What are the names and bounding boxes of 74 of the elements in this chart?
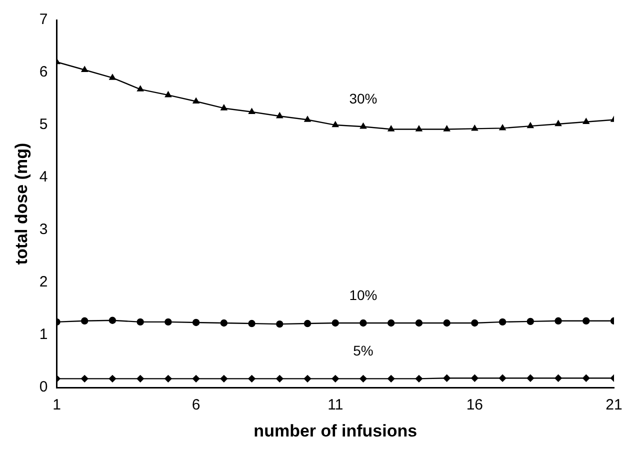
point	[471, 319, 478, 327]
point	[192, 98, 200, 104]
point	[136, 318, 144, 326]
x-tick-label: 16	[466, 396, 484, 414]
y-tick-label: 5	[39, 116, 48, 134]
point	[499, 124, 506, 130]
point	[276, 375, 284, 382]
x-tick-label: 1	[52, 396, 61, 414]
point	[498, 374, 506, 382]
point	[471, 374, 478, 382]
point	[332, 375, 339, 382]
point	[443, 374, 450, 382]
point	[387, 319, 395, 327]
point	[388, 126, 394, 132]
point	[109, 74, 116, 80]
point	[81, 66, 88, 72]
point	[276, 320, 284, 328]
point	[444, 126, 450, 132]
point	[360, 375, 367, 382]
point	[248, 108, 255, 114]
series-label: 5%	[353, 342, 374, 359]
x-tick-label: 21	[606, 396, 622, 414]
point	[276, 112, 283, 118]
point	[192, 318, 200, 326]
y-tick-label: 2	[39, 274, 48, 291]
y-tick-label: 4	[39, 168, 48, 186]
point	[416, 126, 422, 132]
x-tick-label: 6	[192, 396, 200, 414]
point	[108, 316, 116, 324]
point	[415, 319, 423, 327]
point	[554, 374, 562, 382]
point	[220, 375, 228, 382]
point	[582, 118, 590, 124]
point	[192, 375, 200, 382]
point	[248, 375, 256, 382]
point	[527, 122, 534, 128]
point	[471, 125, 478, 131]
series-label: 10%	[349, 286, 378, 303]
point	[220, 104, 228, 110]
point	[81, 375, 88, 382]
point	[304, 116, 311, 122]
point	[555, 120, 562, 126]
point	[526, 318, 534, 326]
point	[108, 375, 116, 382]
y-axis-title: total dose (mg)	[12, 142, 31, 265]
point	[81, 317, 88, 325]
point	[498, 318, 506, 326]
x-tick-label: 11	[328, 396, 344, 414]
point	[164, 375, 172, 382]
point	[582, 374, 590, 382]
point	[415, 375, 423, 382]
point	[387, 375, 395, 382]
point	[526, 374, 534, 382]
point	[137, 86, 144, 92]
point	[332, 319, 339, 327]
y-tick-label: 6	[39, 64, 48, 81]
point	[332, 121, 339, 128]
point	[582, 317, 590, 325]
point	[164, 318, 172, 326]
point	[164, 91, 172, 98]
point	[304, 375, 312, 382]
point	[443, 319, 450, 327]
point	[304, 320, 312, 328]
y-tick-label: 0	[39, 378, 48, 396]
point	[248, 320, 256, 328]
y-tick-label: 1	[39, 326, 48, 344]
point	[554, 317, 562, 325]
point	[360, 319, 367, 327]
x-axis-title: number of infusions	[254, 421, 418, 440]
point	[220, 319, 228, 327]
y-tick-label: 3	[39, 221, 48, 238]
point	[136, 375, 144, 382]
series-label: 30%	[349, 90, 378, 106]
y-tick-label: 7	[39, 11, 48, 28]
